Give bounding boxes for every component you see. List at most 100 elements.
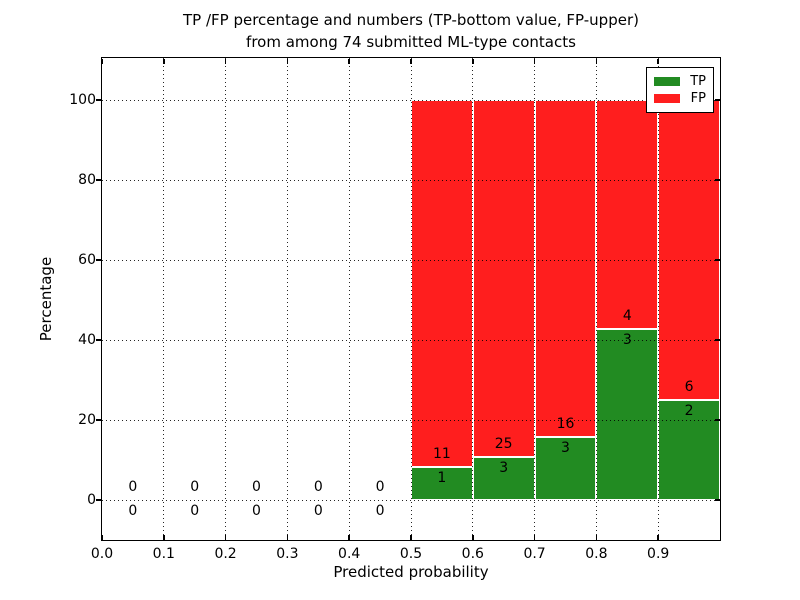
y-tick-label: 80 <box>78 171 96 188</box>
x-tick-mark-top <box>224 58 227 64</box>
tp-count-label: 3 <box>622 331 632 348</box>
y-tick-mark <box>95 499 101 501</box>
gridline-horizontal <box>102 259 720 261</box>
x-tick-mark <box>595 535 598 540</box>
tp-count-label: 0 <box>190 503 200 519</box>
x-tick-mark <box>533 535 536 540</box>
y-tick-mark-right <box>715 99 720 101</box>
y-tick-mark <box>95 419 101 421</box>
x-tick-mark <box>101 535 103 540</box>
y-tick-mark-right <box>715 339 720 341</box>
x-tick-mark <box>348 535 350 540</box>
tp-count-label: 3 <box>561 439 570 456</box>
legend-label: FP <box>690 90 706 106</box>
x-tick-mark-top <box>595 58 598 64</box>
chart-title-line1: TP /FP percentage and numbers (TP-bottom… <box>183 11 639 29</box>
chart-title: TP /FP percentage and numbers (TP-bottom… <box>101 9 721 53</box>
gridline-horizontal <box>102 179 720 181</box>
y-tick-label: 0 <box>87 491 96 508</box>
legend: TP FP <box>646 67 714 113</box>
gridline-horizontal <box>102 419 720 421</box>
tp-count-label: 0 <box>313 503 323 519</box>
bar-segment-tp <box>658 400 720 500</box>
tp-count-label: 3 <box>499 460 509 477</box>
x-tick-label: 0.1 <box>152 546 175 562</box>
fp-count-label: 0 <box>375 479 385 495</box>
x-tick-mark <box>163 535 165 540</box>
bar-segment-fp <box>658 100 720 400</box>
bar-segment-tp <box>411 466 473 500</box>
x-tick-label: 0.4 <box>338 546 361 562</box>
bar-segment-fp <box>596 100 659 329</box>
legend-swatch-fp <box>654 94 680 103</box>
gridline-horizontal <box>102 339 720 341</box>
legend-item-fp: FP <box>654 91 706 107</box>
bar-segment-fp <box>534 100 597 437</box>
y-tick-mark <box>95 259 101 261</box>
x-tick-mark-top <box>410 58 412 64</box>
fp-count-label: 25 <box>494 436 513 453</box>
y-axis-label: Percentage <box>37 256 55 342</box>
fp-count-label: 6 <box>684 379 694 395</box>
gridline-vertical <box>410 58 412 540</box>
gridline-vertical <box>534 58 536 540</box>
gridline-vertical <box>595 58 597 540</box>
x-tick-label: 0.0 <box>90 546 114 562</box>
x-axis-label: Predicted probability <box>333 563 489 581</box>
gridline-vertical <box>472 58 474 540</box>
x-tick-mark <box>472 535 474 540</box>
bar-segment-tp <box>596 328 659 500</box>
x-tick-mark-top <box>533 58 536 64</box>
legend-item-tp: TP <box>654 74 706 90</box>
x-tick-label: 0.9 <box>647 546 670 562</box>
y-tick-mark <box>95 339 101 341</box>
chart-title-line2: from among 74 submitted ML-type contacts <box>246 33 576 51</box>
x-tick-mark <box>286 535 289 540</box>
x-tick-mark <box>224 535 227 540</box>
y-tick-mark <box>95 99 101 101</box>
y-tick-mark-right <box>715 419 720 421</box>
x-tick-mark-top <box>101 58 103 64</box>
x-tick-mark-top <box>657 58 659 64</box>
fp-count-label: 0 <box>313 479 323 495</box>
gridline-vertical <box>657 58 659 540</box>
tp-count-label: 1 <box>437 469 447 486</box>
gridline-vertical <box>286 58 288 540</box>
x-tick-label: 0.7 <box>523 546 546 562</box>
y-tick-mark <box>95 179 101 181</box>
fp-count-label: 0 <box>252 479 261 495</box>
x-tick-label: 0.6 <box>461 546 484 562</box>
bar-segment-tp <box>472 457 535 500</box>
y-tick-mark-right <box>715 179 720 181</box>
x-tick-label: 0.2 <box>214 546 237 562</box>
x-tick-label: 0.3 <box>276 546 299 562</box>
gridline-vertical <box>225 58 227 540</box>
gridline-vertical <box>348 58 350 540</box>
y-tick-mark-right <box>715 259 720 261</box>
bar-segment-fp <box>411 100 473 467</box>
gridline-horizontal <box>102 499 720 501</box>
plot-area: TP FP 0.0 0.1 0.2 0.3 0.4 0.5 0.6 0.7 0.8 0.9 0 20 40… <box>69 57 721 562</box>
fp-count-label: 4 <box>622 307 632 324</box>
x-tick-mark <box>410 535 412 540</box>
x-tick-mark-top <box>163 58 165 64</box>
tp-count-label: 0 <box>252 503 261 519</box>
tp-count-label: 0 <box>375 503 385 519</box>
x-tick-mark-top <box>286 58 289 64</box>
x-tick-label: 0.8 <box>585 546 608 562</box>
bar-segment-fp <box>472 100 535 458</box>
y-tick-label: 60 <box>78 251 96 268</box>
y-tick-label: 20 <box>78 411 96 428</box>
fp-count-label: 11 <box>432 445 451 462</box>
gridline-vertical <box>163 58 165 540</box>
x-tick-mark-top <box>348 58 350 64</box>
x-tick-mark <box>657 535 659 540</box>
tp-count-label: 2 <box>684 403 694 419</box>
x-tick-label: 0.5 <box>399 546 423 562</box>
y-tick-label: 100 <box>69 91 96 108</box>
tp-count-label: 0 <box>128 503 138 519</box>
fp-count-label: 0 <box>190 479 200 495</box>
legend-label: TP <box>690 73 706 89</box>
y-tick-mark-right <box>715 499 720 501</box>
